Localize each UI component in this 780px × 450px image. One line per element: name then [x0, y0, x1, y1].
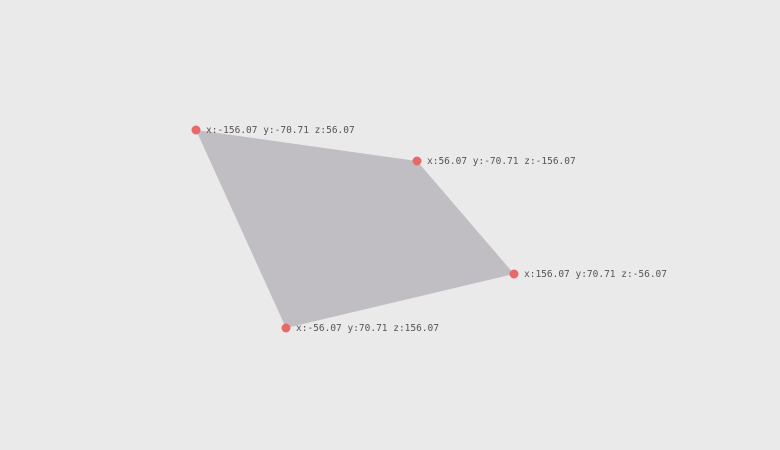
vertex-label: x:-56.07 y:70.71 z:156.07: [296, 323, 439, 334]
vertex-labels: x:-156.07 y:-70.71 z:56.07 x:56.07 y:-70.…: [206, 125, 667, 334]
vertex-points: [191, 125, 519, 333]
vertex-point[interactable]: [509, 269, 519, 279]
vertex-label: x:56.07 y:-70.71 z:-156.07: [427, 156, 576, 167]
vertex-point[interactable]: [191, 125, 201, 135]
vertex-point[interactable]: [281, 323, 291, 333]
vertex-label: x:-156.07 y:-70.71 z:56.07: [206, 125, 355, 136]
quad-face: [196, 130, 514, 328]
vertex-label: x:156.07 y:70.71 z:-56.07: [524, 269, 667, 280]
vertex-point[interactable]: [412, 156, 422, 166]
